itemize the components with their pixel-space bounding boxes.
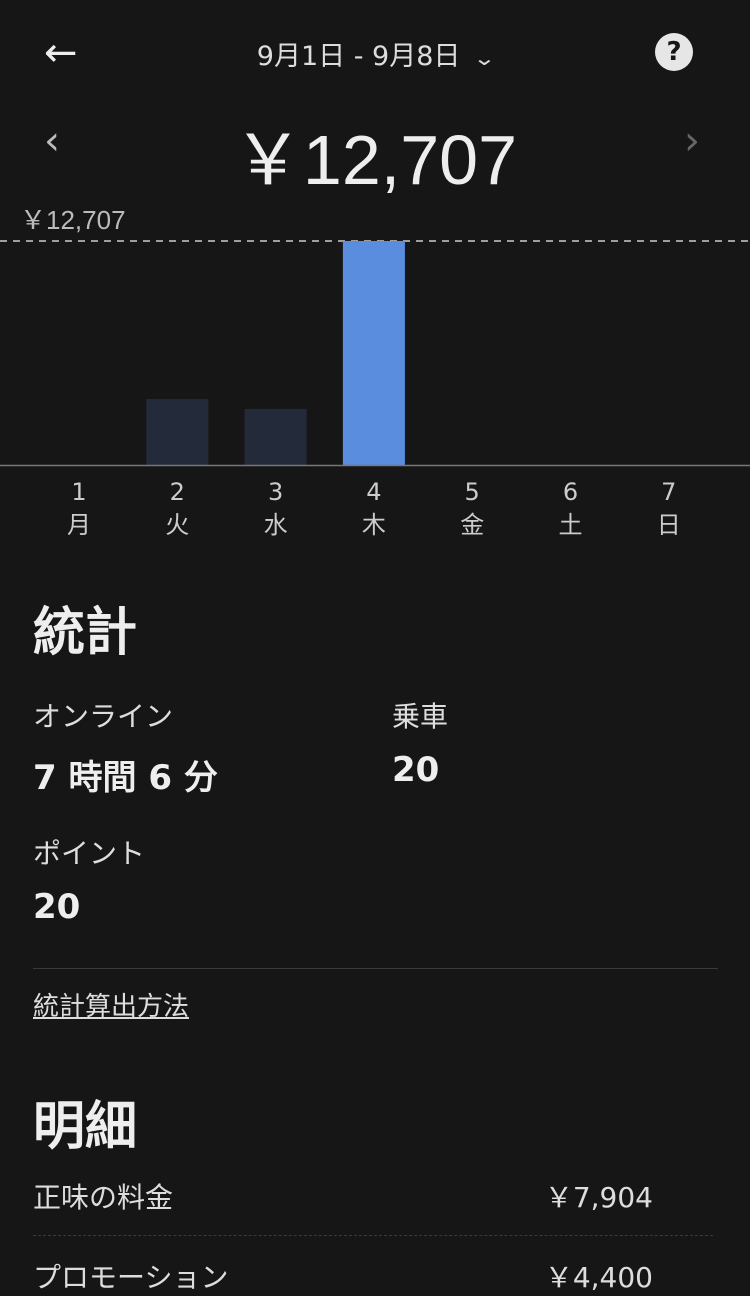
help-button[interactable]: ? (655, 33, 693, 71)
divider (33, 1235, 713, 1236)
row-value: ￥7,904 (544, 1181, 653, 1214)
rides-label: 乗車 (392, 700, 449, 733)
row-value: ￥4,400 (544, 1261, 653, 1294)
rides-value: 20 (392, 750, 440, 790)
tick-day: 5 (465, 478, 480, 506)
points-value: 20 (33, 887, 81, 927)
tick-weekday: 木 (362, 511, 386, 539)
tick-weekday: 月 (67, 511, 91, 539)
tick-day: 1 (71, 478, 86, 506)
back-button[interactable]: ← (44, 30, 78, 76)
stats-title: 統計 (33, 603, 138, 663)
tick-day: 2 (170, 478, 185, 506)
bar-day-4[interactable] (342, 241, 405, 465)
tick-weekday: 金 (460, 511, 484, 539)
date-range-label: 9月1日 - 9月8日 (256, 41, 461, 72)
date-range-selector[interactable]: 9月1日 - 9月8日 ⌄ (0, 34, 750, 73)
tick-day: 4 (366, 478, 381, 506)
bar-day-3[interactable] (244, 408, 307, 465)
question-circle-icon: ? (666, 37, 682, 67)
tick-day: 6 (563, 478, 578, 506)
earnings-bar-chart: 1 月 2 火 3 水 4 木 5 金 6 土 7 日 (0, 240, 750, 539)
stats-method-link[interactable]: 統計算出方法 (33, 992, 190, 1022)
points-label: ポイント (33, 837, 146, 870)
arrow-left-icon: ← (44, 30, 78, 76)
tick-day: 3 (268, 478, 283, 506)
breakdown-title: 明細 (33, 1097, 138, 1157)
next-period-button[interactable]: › (684, 118, 700, 164)
tick-weekday: 水 (264, 511, 288, 539)
tick-weekday: 土 (559, 511, 583, 539)
previous-period-button[interactable]: ‹ (44, 118, 60, 164)
tick-day: 7 (661, 478, 676, 506)
chevron-down-icon: ⌄ (473, 46, 497, 70)
breakdown-row: 正味の料金 ￥7,904 (33, 1176, 653, 1216)
total-earnings: ￥12,707 (232, 121, 518, 199)
row-label: 正味の料金 (33, 1181, 174, 1214)
tick-weekday: 日 (657, 511, 681, 539)
row-label: プロモーション (33, 1261, 229, 1294)
breakdown-row: プロモーション ￥4,400 (33, 1256, 653, 1296)
bar-day-2[interactable] (146, 399, 209, 465)
chart-max-label: ￥12,707 (20, 205, 126, 235)
online-value: 7 時間 6 分 (33, 758, 218, 798)
chevron-left-icon: ‹ (44, 118, 60, 164)
divider (33, 968, 718, 969)
online-label: オンライン (33, 700, 174, 733)
tick-weekday: 火 (165, 511, 189, 539)
chevron-right-icon: › (684, 118, 700, 164)
